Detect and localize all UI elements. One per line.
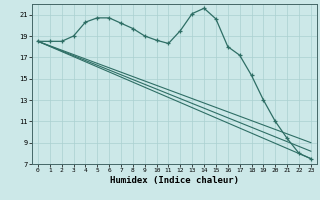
X-axis label: Humidex (Indice chaleur): Humidex (Indice chaleur)	[110, 176, 239, 185]
